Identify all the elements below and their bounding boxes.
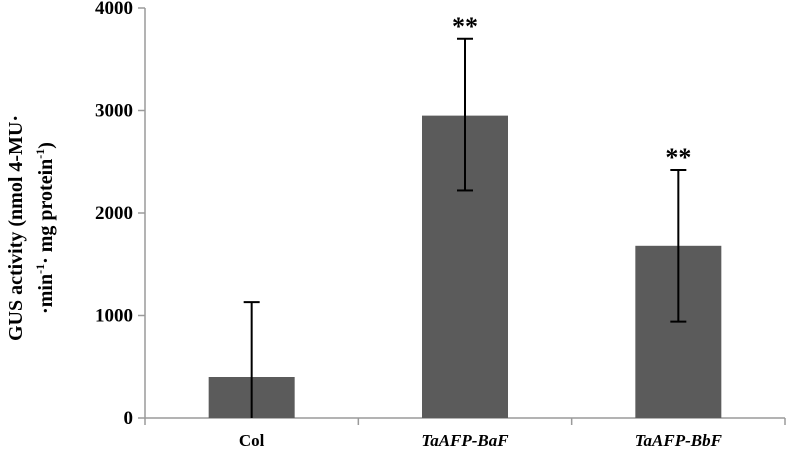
y-tick-label: 2000 [95, 203, 133, 224]
significance-label: ** [665, 143, 691, 172]
y-axis-label-line-2: ·min-1· mg protein-1) [33, 142, 57, 314]
y-tick-label: 1000 [95, 306, 133, 327]
y-tick-label: 4000 [95, 0, 133, 19]
bars-group [208, 115, 722, 418]
significance-label: ** [452, 12, 478, 41]
x-category-label: TaAFP-BaF [421, 431, 509, 450]
error-bars-group [243, 37, 687, 418]
x-category-label: TaAFP-BbF [635, 431, 723, 450]
labels-group: Col ** TaAFP-BaF ** TaAFP-BbF [239, 12, 723, 450]
x-category-label: Col [239, 431, 265, 450]
y-axis-label-line-1: GUS activity (nmol 4-MU· [5, 115, 27, 341]
y-axis-label: GUS activity (nmol 4-MU· [5, 115, 27, 341]
y-tick-label: 0 [124, 408, 134, 429]
y-tick-label: 3000 [95, 101, 133, 122]
